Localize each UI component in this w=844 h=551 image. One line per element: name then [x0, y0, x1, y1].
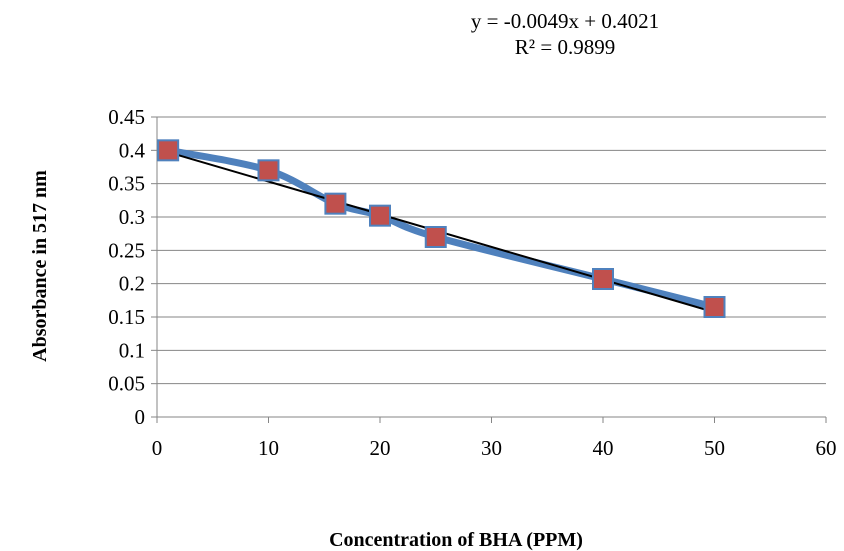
x-tick-label: 0: [152, 436, 163, 460]
data-point: [424, 226, 447, 248]
grid-layer: [157, 116, 826, 385]
trendline-equation: y = -0.0049x + 0.4021: [470, 9, 660, 33]
data-point: [157, 139, 180, 162]
y-tick-label: 0.25: [108, 238, 145, 262]
x-tick-label: 60: [816, 436, 837, 460]
trendline-r-squared: R² = 0.9899: [514, 35, 616, 59]
x-tick-label: 50: [704, 436, 725, 460]
y-tick-label: 0.2: [119, 272, 145, 296]
x-axis-title: Concentration of BHA (PPM): [329, 529, 583, 551]
x-tick-label: 40: [593, 436, 614, 460]
data-point: [703, 296, 726, 318]
marker-layer: [157, 139, 726, 318]
y-tick-label: 0.45: [108, 105, 145, 129]
x-tick-label: 30: [481, 436, 502, 460]
y-tick-label: 0.1: [119, 338, 145, 362]
y-tick-label: 0.3: [119, 205, 145, 229]
x-tick-label: 10: [258, 436, 279, 460]
y-tick-label: 0.35: [108, 172, 145, 196]
x-tick-label: 20: [370, 436, 391, 460]
data-point: [257, 159, 280, 182]
data-point: [369, 204, 391, 227]
axis-layer: 0 0.05 0.1 0.15 0.2 0.25 0.3 0.35 0.4 0.45 0 10 20 30…: [108, 105, 836, 460]
y-tick-label: 0: [135, 405, 146, 429]
y-tick-label: 0.4: [119, 138, 146, 162]
y-tick-label: 0.15: [108, 305, 145, 329]
y-tick-label: 0.05: [108, 372, 145, 396]
data-point: [324, 192, 347, 215]
y-axis-title: Absorbance in 517 nm: [29, 170, 51, 362]
data-point: [592, 268, 614, 290]
trendline-equation-box: y = -0.0049x + 0.4021 R² = 0.9899: [455, 8, 675, 60]
